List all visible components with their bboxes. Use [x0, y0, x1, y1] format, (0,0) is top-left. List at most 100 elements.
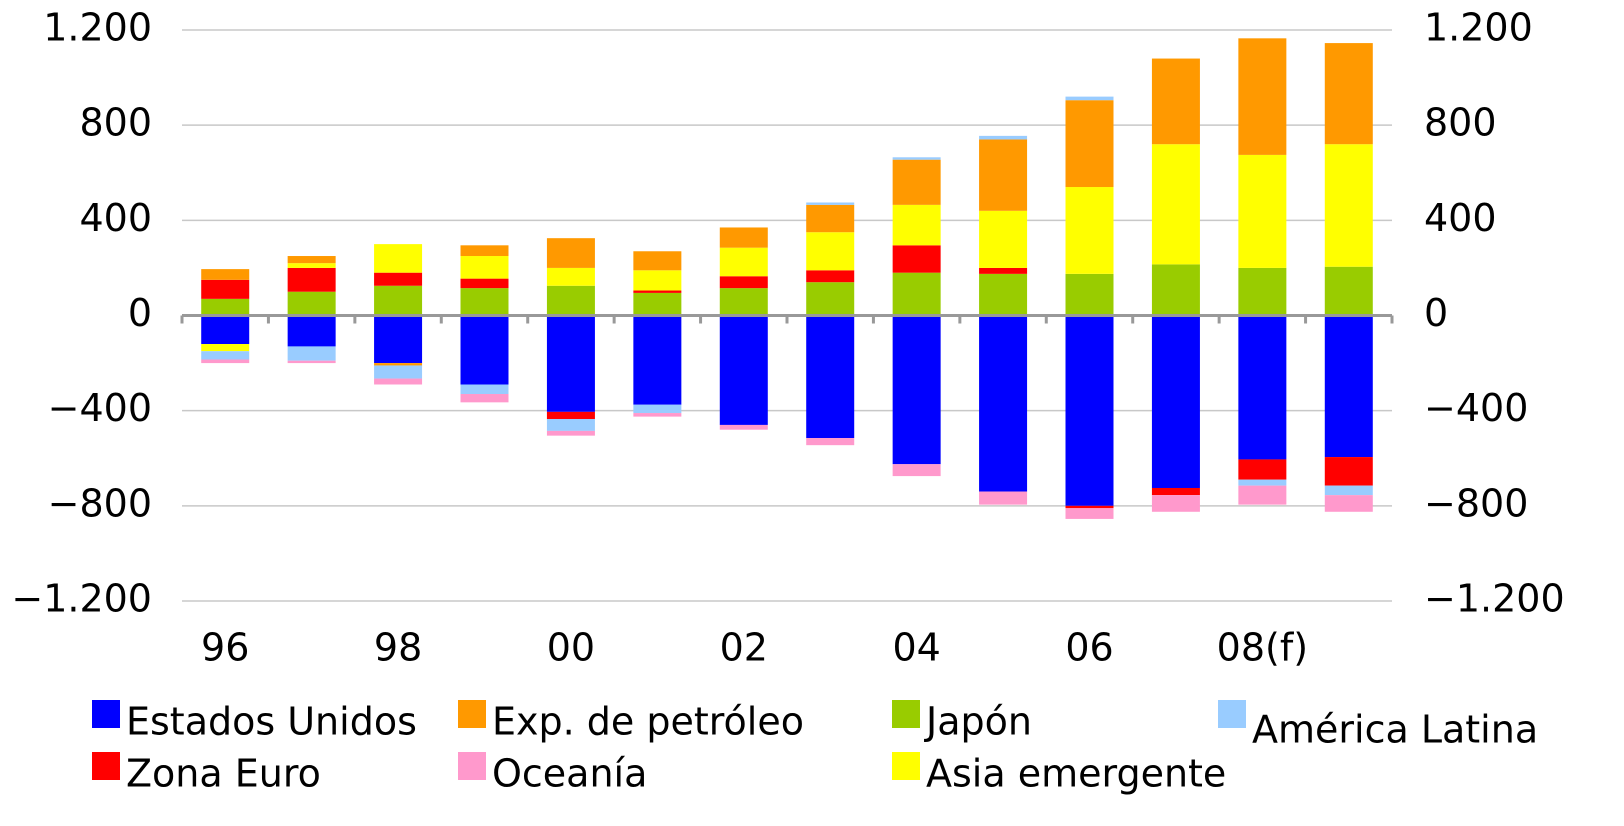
bar-segment: [546, 285, 595, 316]
bar-segment: [460, 245, 509, 257]
bar-segment: [1151, 315, 1200, 488]
bar-segment: [1324, 43, 1373, 145]
bar-segment: [1238, 267, 1287, 316]
bar-segment: [460, 278, 509, 289]
bar-segment: [374, 285, 423, 316]
bar-segment: [806, 204, 855, 233]
bar-segment: [1065, 273, 1114, 316]
bar-segment: [979, 267, 1028, 274]
y-tick-label: 400: [79, 196, 152, 240]
bar-segment: [460, 256, 509, 279]
bar-segment: [892, 204, 941, 246]
bar-segment: [287, 360, 336, 364]
bar-segment: [892, 245, 941, 273]
bar-segment: [1324, 495, 1373, 512]
y-tick-label: 800: [79, 101, 152, 145]
bar-segment: [460, 394, 509, 403]
bar-segment: [633, 290, 682, 293]
bar-segment: [806, 202, 855, 205]
y2-tick-label: −400: [1424, 386, 1528, 430]
bar-segment: [1151, 495, 1200, 512]
bar-segment: [1238, 459, 1287, 480]
y2-tick-label: 1.200: [1424, 6, 1533, 50]
bar-segment: [1065, 508, 1114, 519]
bar-segment: [1065, 96, 1114, 101]
legend-label: Asia emergente: [926, 752, 1226, 796]
bar-segment: [979, 139, 1028, 211]
bar-segment: [374, 315, 423, 364]
bar-segment: [892, 272, 941, 316]
bar-segment: [1238, 154, 1287, 268]
bar-segment: [1151, 264, 1200, 316]
legend-swatch: [458, 752, 486, 780]
legend-label: América Latina: [1252, 708, 1538, 752]
legend-label: Estados Unidos: [126, 700, 417, 744]
bar-segment: [1324, 266, 1373, 316]
bar-segment: [806, 438, 855, 446]
bar-segment: [1065, 315, 1114, 506]
bar-segment: [979, 315, 1028, 492]
bar-segment: [546, 267, 595, 286]
legend-swatch: [892, 752, 920, 780]
bar-segment: [719, 288, 768, 316]
bar-segment: [460, 288, 509, 316]
bar-segment: [1151, 487, 1200, 496]
x-tick-label: 96: [201, 626, 249, 670]
bar-segment: [287, 315, 336, 347]
bar-segment: [1238, 479, 1287, 486]
legend-label: Japón: [924, 700, 1032, 744]
bar-segment: [374, 244, 423, 273]
bar-segment: [1151, 58, 1200, 145]
legend-swatch: [92, 752, 120, 780]
bar-segment: [1324, 457, 1373, 486]
bar-segment: [201, 279, 250, 299]
bar-segment: [633, 404, 682, 414]
bar-segment: [201, 298, 250, 316]
bar-segment: [633, 251, 682, 271]
bar-segment: [201, 344, 250, 352]
legend-swatch: [92, 700, 120, 728]
bar-segment: [1151, 144, 1200, 265]
bar-segment: [1238, 485, 1287, 505]
bar-segment: [201, 315, 250, 345]
bar-segment: [1065, 187, 1114, 274]
bar-segment: [374, 272, 423, 286]
y-tick-label: −400: [48, 386, 152, 430]
bar-segment: [806, 232, 855, 271]
bar-segment: [979, 491, 1028, 505]
bar-segment: [374, 365, 423, 379]
x-tick-label: 04: [892, 626, 940, 670]
bar-segment: [1065, 100, 1114, 188]
bar-segment: [287, 291, 336, 316]
x-tick-label: 08(f): [1217, 626, 1308, 670]
y2-tick-label: 0: [1424, 291, 1448, 335]
bar-segment: [719, 247, 768, 277]
bar-segment: [892, 159, 941, 205]
bar-segment: [1238, 315, 1287, 460]
legend-swatch: [458, 700, 486, 728]
legend-swatch: [892, 700, 920, 728]
bar-segment: [546, 418, 595, 431]
bar-segment: [806, 282, 855, 316]
bar-segment: [287, 256, 336, 264]
bar-segment: [979, 210, 1028, 268]
bar-segment: [633, 292, 682, 316]
bar-segment: [892, 157, 941, 160]
y-tick-label: −1.200: [11, 577, 152, 621]
bar-segment: [719, 315, 768, 425]
bar-segment: [1065, 505, 1114, 509]
y-tick-label: 0: [128, 291, 152, 335]
bar-segment: [719, 227, 768, 248]
bar-segment: [374, 363, 423, 366]
bar-segment: [201, 351, 250, 360]
legend-label: Exp. de petróleo: [492, 700, 804, 744]
bar-segment: [1324, 485, 1373, 496]
bar-segment: [1324, 144, 1373, 267]
bar-segment: [287, 267, 336, 292]
bar-segment: [979, 273, 1028, 316]
y2-tick-label: 800: [1424, 101, 1497, 145]
bar-segment: [546, 430, 595, 436]
y-tick-label: −800: [48, 481, 152, 525]
x-tick-label: 06: [1065, 626, 1113, 670]
